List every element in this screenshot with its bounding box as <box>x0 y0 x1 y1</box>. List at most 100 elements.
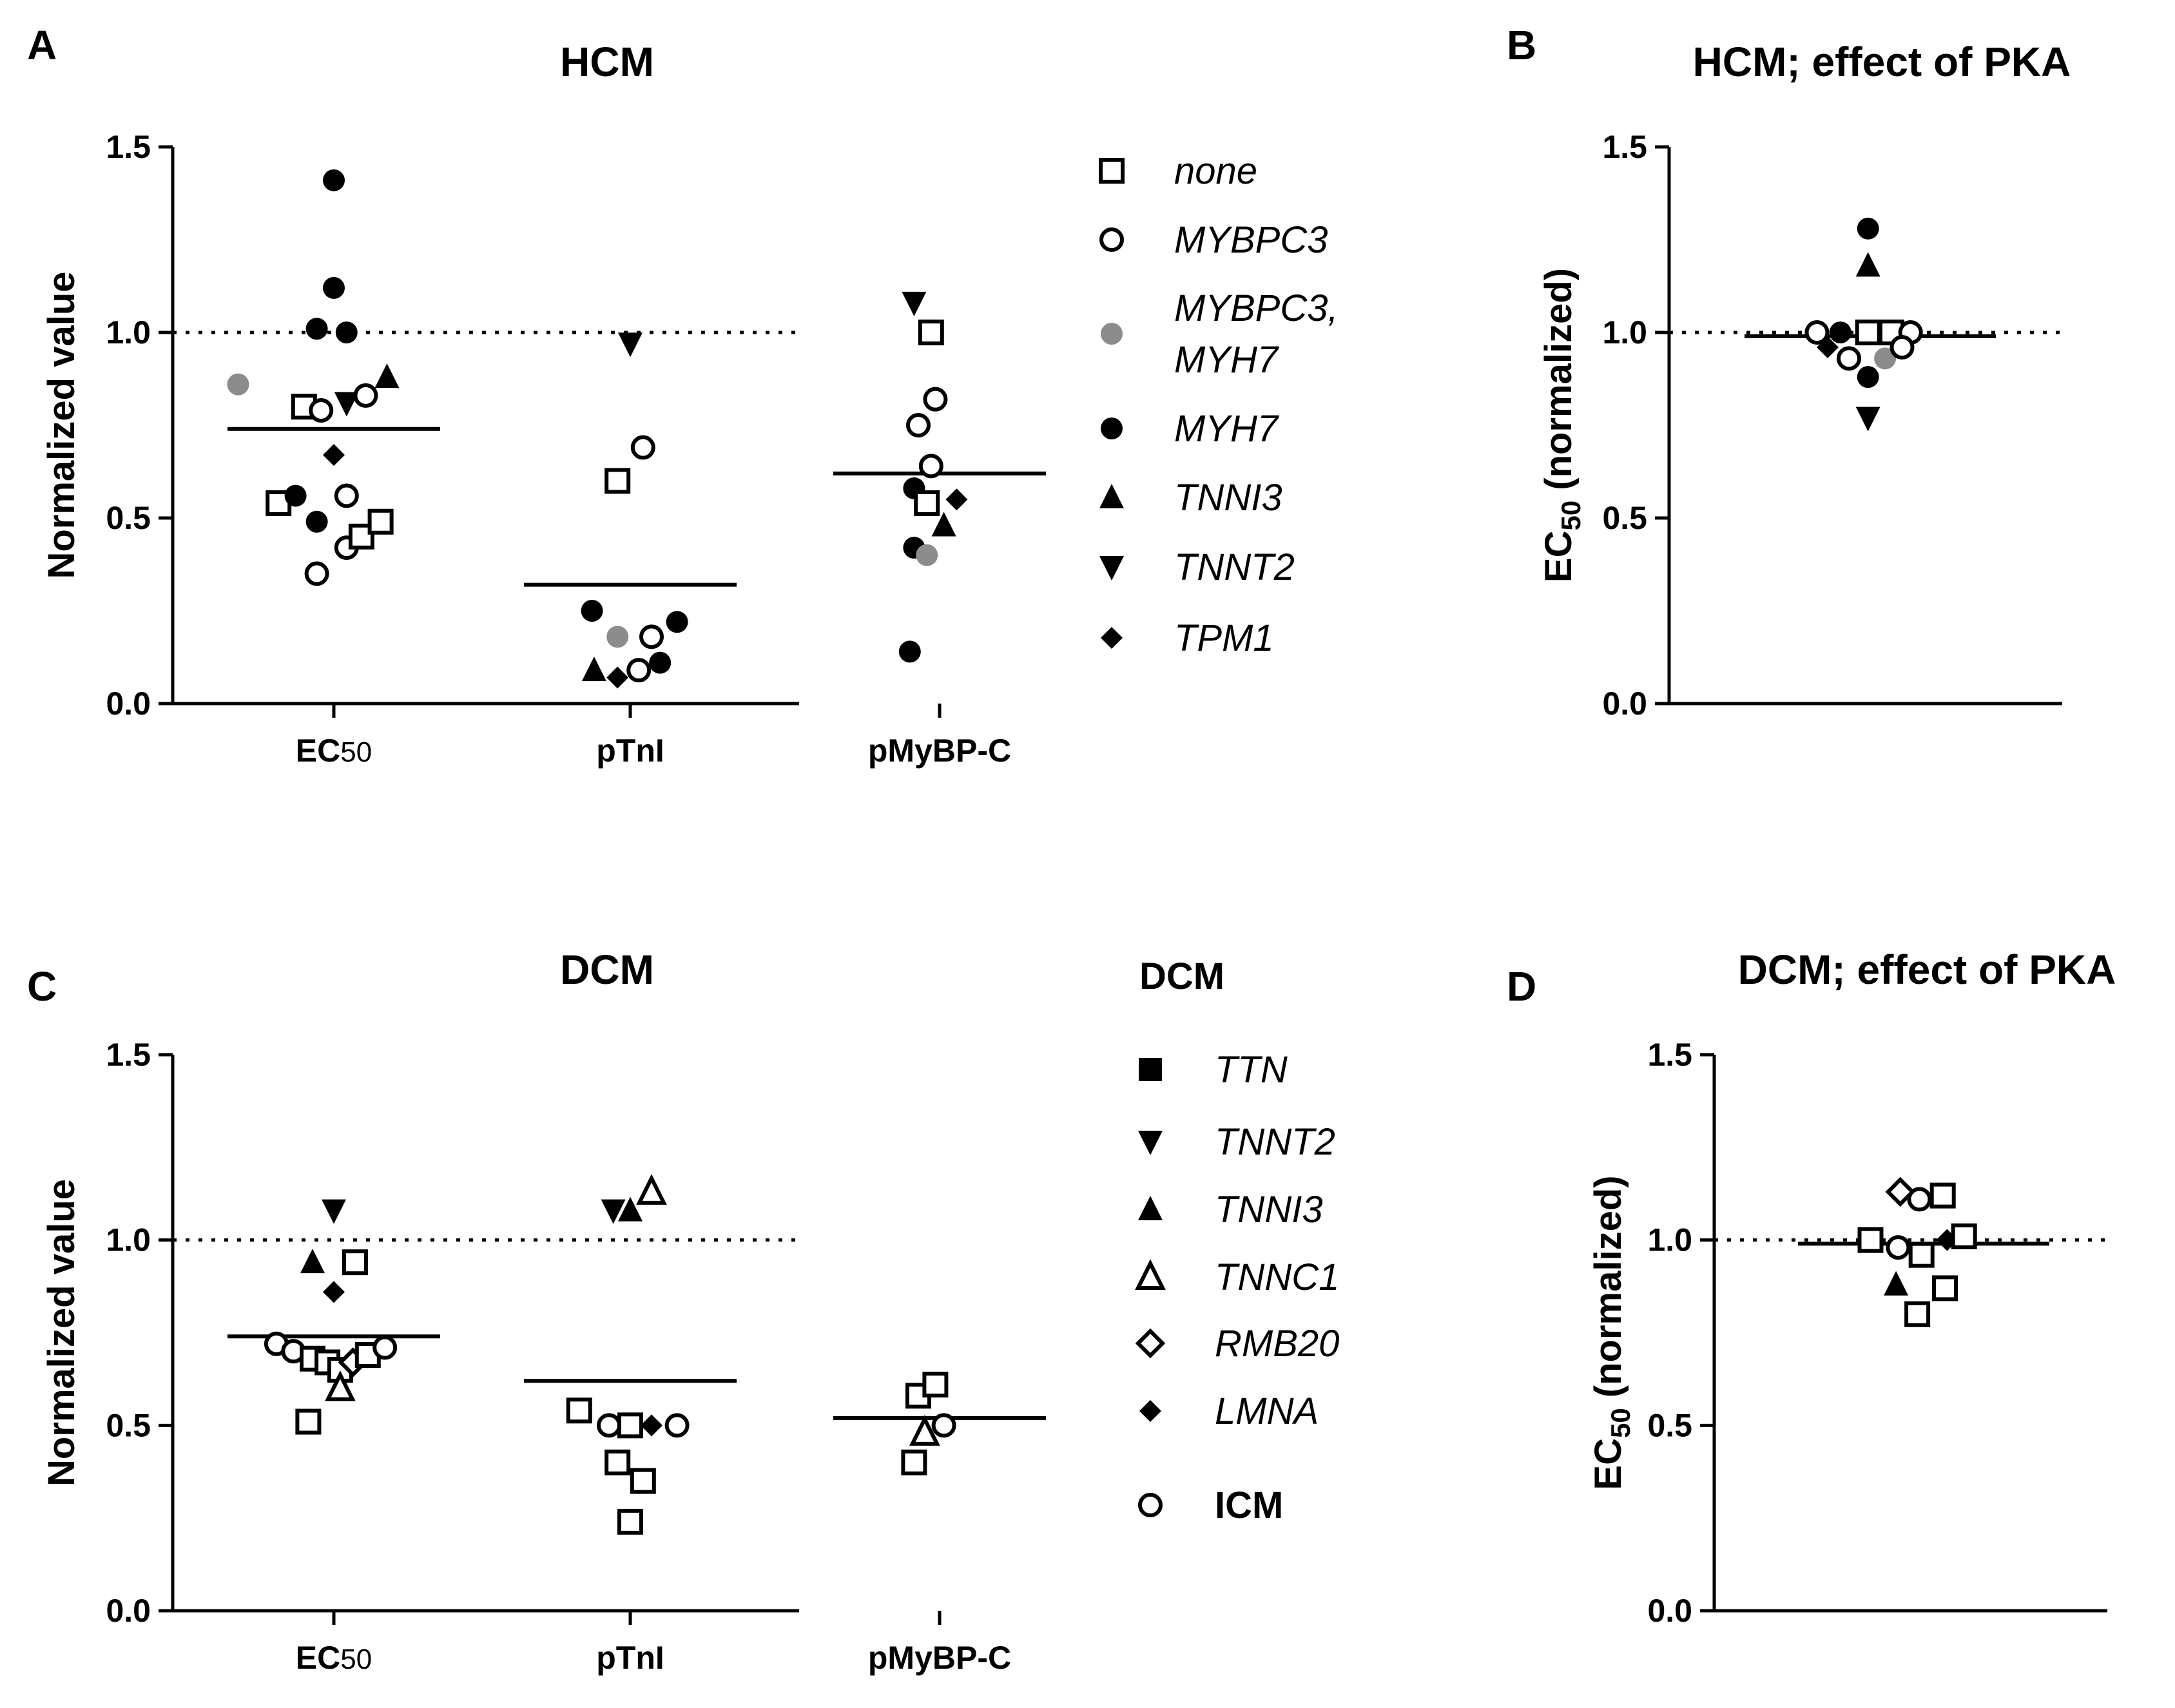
panel-d-dcm-pka: D DCM; effect of PKA 0.0 0.5 1.0 1.5 EC50 (nor… <box>1507 946 2116 1629</box>
data-point <box>601 1199 626 1224</box>
data-point <box>604 468 631 494</box>
legend-marker <box>1101 417 1123 439</box>
data-point <box>1932 1275 1958 1301</box>
data-point <box>1885 1176 1915 1207</box>
panel-letter: D <box>1507 963 1536 1010</box>
data-point <box>922 1372 949 1398</box>
x-tick-label: EC50 <box>296 1640 372 1676</box>
x-tick-label: pTnI <box>596 1640 664 1676</box>
x-tick-label: pTnI <box>596 733 664 769</box>
data-point <box>606 626 629 648</box>
data-point <box>606 666 629 689</box>
x-tick-label-sub: 50 <box>340 1644 372 1675</box>
y-tick-label: 0.5 <box>1602 500 1647 536</box>
legend-dcm: DCM TTN TNNT2 TNNI3 TNNC1 RMB20 LMNA ICM <box>1135 955 1339 1526</box>
data-point <box>604 1449 631 1475</box>
data-point <box>597 1413 621 1438</box>
data-point <box>931 1413 956 1438</box>
chart-title: DCM <box>560 946 654 993</box>
data-point <box>902 291 927 316</box>
data-point <box>335 321 358 343</box>
y-axis-label-sub: 50 <box>1605 1408 1636 1438</box>
panel-b-hcm-pka: B HCM; effect of PKA 0.0 0.5 1.0 1.5 EC50 (nor… <box>1507 22 2071 722</box>
y-tick-label: 0.5 <box>1647 1407 1692 1443</box>
legend-label: TNNI3 <box>1215 1189 1323 1231</box>
data-point <box>309 398 334 423</box>
panel-c-dcm: C DCM 0.0 0.5 1.0 1.5 Normalized value EC50 pTnI… <box>27 946 1046 1676</box>
data-point <box>618 332 643 358</box>
data-point <box>923 387 948 412</box>
panel-letter: A <box>27 22 57 68</box>
legend-marker <box>1099 227 1124 252</box>
y-tick-label: 1.0 <box>1602 314 1647 350</box>
data-point <box>918 320 944 345</box>
data-point <box>916 544 938 566</box>
panel-a-hcm: A HCM 0.0 0.5 1.0 1.5 Normalized value EC50 pTnI… <box>27 22 1046 769</box>
data-point <box>901 1449 927 1475</box>
data-point <box>626 658 652 683</box>
data-point <box>918 454 943 479</box>
legend-marker <box>1139 1058 1162 1081</box>
legend-label: TNNI3 <box>1174 477 1282 519</box>
data-point <box>325 1370 356 1401</box>
y-axis-label: EC50 (normalized) <box>1538 268 1586 582</box>
legend-label: TNNC1 <box>1215 1256 1339 1298</box>
legend-marker <box>1138 1131 1163 1155</box>
legend-hcm: none MYBPC3 MYBPC3, MYH7 MYH7 TNNI3 TNNT2 TPM1 <box>1099 150 1339 659</box>
panel-letter: B <box>1507 22 1536 68</box>
data-point <box>1804 320 1830 345</box>
y-tick-label: 1.5 <box>1647 1037 1692 1073</box>
chart-title: HCM <box>560 39 654 85</box>
data-point <box>1817 336 1839 359</box>
y-tick-label: 1.5 <box>1602 129 1647 165</box>
data-point <box>1908 1242 1935 1268</box>
y-tick-label: 0.5 <box>106 500 151 536</box>
legend-label: MYBPC3, <box>1174 287 1339 329</box>
data-point <box>1907 1187 1932 1212</box>
legend-label: MYH7 <box>1174 408 1280 450</box>
legend-marker <box>1101 627 1123 649</box>
legend-label: RMB20 <box>1215 1323 1339 1365</box>
data-point <box>1857 366 1879 389</box>
y-axis-label: EC50 (normalized) <box>1587 1175 1636 1490</box>
data-point <box>372 1335 398 1360</box>
x-tick-label-sub: 50 <box>340 736 372 768</box>
data-point <box>566 1397 592 1424</box>
y-tick-label: 0.5 <box>106 1407 151 1443</box>
data-point <box>334 483 359 508</box>
x-tick-label: pMyBP-C <box>868 733 1011 769</box>
data-point <box>630 1468 656 1494</box>
data-point <box>323 444 345 466</box>
data-point <box>1886 1235 1911 1260</box>
legend-label: TPM1 <box>1174 617 1274 659</box>
y-axis-label-main: EC <box>1587 1438 1629 1490</box>
data-point <box>323 1281 345 1303</box>
data-point <box>581 600 603 622</box>
data-point <box>323 169 345 191</box>
legend-marker <box>1099 484 1124 508</box>
data-point <box>1857 217 1879 240</box>
y-axis-label-rest: (normalized) <box>1538 268 1580 501</box>
legend-label: TNNT2 <box>1174 546 1295 588</box>
y-tick-label: 1.5 <box>106 1037 151 1073</box>
legend-marker <box>1139 1400 1161 1422</box>
data-point <box>641 1414 662 1437</box>
x-tick-label-main: EC <box>296 733 340 769</box>
data-point <box>649 651 672 674</box>
data-point <box>898 640 921 663</box>
chart-title: HCM; effect of PKA <box>1693 39 2071 85</box>
data-point <box>305 318 328 340</box>
y-tick-label: 1.0 <box>106 314 151 350</box>
data-point <box>334 392 359 417</box>
data-point <box>630 435 655 460</box>
data-point <box>639 624 664 649</box>
data-point <box>374 363 400 389</box>
data-point <box>914 490 940 516</box>
data-point <box>342 1249 368 1276</box>
data-point <box>945 488 968 511</box>
legend-marker <box>1099 556 1124 581</box>
data-point <box>227 373 249 396</box>
y-tick-label: 0.0 <box>1602 686 1647 722</box>
data-point <box>323 276 345 299</box>
data-point <box>618 1196 643 1222</box>
